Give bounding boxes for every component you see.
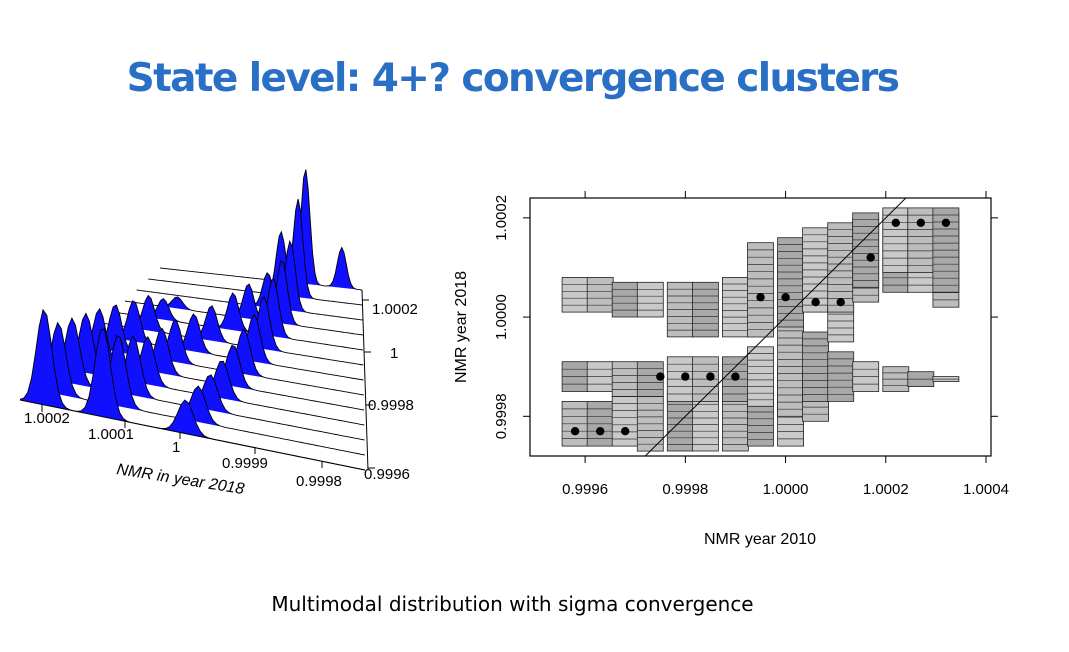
box-columns-layer (561, 207, 960, 452)
data-point (781, 293, 790, 302)
density-box (907, 207, 935, 273)
ridge-density (160, 169, 362, 290)
density-box (747, 346, 774, 407)
diagonal-line (644, 198, 907, 456)
data-point (941, 218, 951, 227)
data-point (596, 427, 605, 436)
ridge-density (90, 300, 364, 380)
ridges-layer (19, 169, 366, 471)
ridge-outline (159, 169, 363, 291)
ridge-depth-tick-label: 0.9996 (364, 466, 410, 483)
data-point (621, 427, 630, 436)
slide-title: State level: 4+? convergence clusters (126, 56, 900, 101)
density-box (611, 281, 639, 318)
density-box (852, 212, 880, 288)
ridge-depth-tick-label: 1 (390, 345, 398, 362)
x-axis-title: NMR year 2010 (704, 531, 816, 548)
points-layer (570, 218, 951, 436)
density-box (827, 222, 855, 313)
ridge-x-tick-label: 1.0002 (24, 410, 70, 427)
slide-caption: Multimodal distribution with sigma conve… (271, 592, 754, 616)
ridge-x-tick-label: 1.0001 (88, 426, 134, 443)
y-axis-title: NMR year 2018 (453, 271, 470, 383)
density-box (722, 276, 749, 338)
ridge-depth-tick-label: 1.0002 (372, 301, 418, 318)
ridge-density (101, 295, 364, 365)
x-tick-label: 1.0004 (963, 481, 1009, 498)
right-axis-line (361, 289, 369, 471)
ridge-density (66, 308, 365, 410)
y-tick-label: 1.0000 (493, 294, 510, 340)
front-axis-line (19, 399, 366, 471)
ridge-density (55, 313, 365, 425)
density-box (747, 242, 774, 338)
density-box (827, 351, 855, 402)
ridge-x-tick-label: 0.9998 (296, 473, 342, 490)
x-tick-label: 1.0000 (763, 481, 809, 498)
data-point (836, 298, 845, 307)
x-tick-label: 0.9998 (662, 481, 708, 498)
data-point (656, 372, 665, 381)
density-box (561, 276, 589, 313)
density-box (611, 361, 639, 397)
ridge-outline (148, 198, 363, 306)
density-box (611, 396, 639, 447)
data-point (570, 427, 580, 436)
density-box (827, 306, 855, 343)
axis-ticks-layer (523, 191, 998, 463)
y-tick-label: 0.9998 (493, 393, 510, 439)
diagonal-layer (644, 198, 907, 456)
data-point (891, 218, 900, 227)
ridge-density (125, 260, 363, 335)
x-tick-label: 0.9996 (562, 481, 608, 498)
density-box (586, 276, 614, 313)
data-point (681, 372, 690, 381)
ridge-density (113, 279, 363, 350)
x-tick-label: 1.0002 (863, 481, 909, 498)
ridge-outline (89, 300, 364, 381)
ridge-x-tick-label: 0.9999 (222, 455, 268, 472)
data-point (811, 298, 820, 307)
data-point (706, 372, 715, 381)
data-point (756, 293, 765, 302)
density-box (636, 281, 664, 318)
ridge-density (31, 322, 365, 455)
ridge-density (20, 309, 365, 470)
y-tick-label: 1.0002 (493, 195, 510, 241)
ridge-depth-tick-label: 0.9998 (368, 397, 414, 414)
data-point (866, 253, 875, 262)
ridge-outline (101, 294, 364, 366)
ridge-x-tick-label: 1 (172, 439, 180, 456)
ridge-outline (31, 321, 365, 456)
data-point (731, 372, 740, 381)
axis-labels-layer: 0.9996 0.9998 1.0000 1.0002 1.0004 0.9998 1.00… (493, 195, 1009, 498)
ridge-density (43, 318, 365, 440)
data-point (916, 218, 925, 227)
